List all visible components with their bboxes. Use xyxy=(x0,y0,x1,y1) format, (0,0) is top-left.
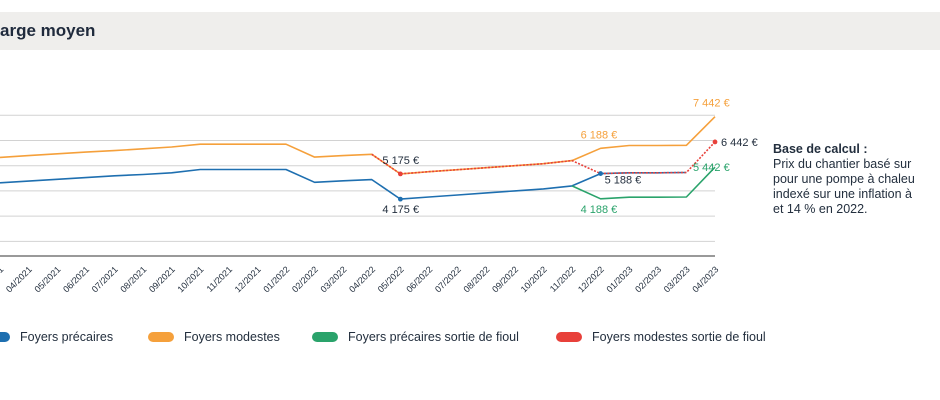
legend-item-foyers-precaires-sortie-de-fioul: Foyers précaires sortie de fioul xyxy=(312,326,519,348)
data-label: 5 442 € xyxy=(693,162,730,174)
x-tick-label: 11/2022 xyxy=(548,264,578,294)
chart-header: arge moyen xyxy=(0,12,940,50)
x-tick-label: 01/2023 xyxy=(605,264,635,294)
x-tick-label: 06/2022 xyxy=(404,264,434,294)
legend-label: Foyers précaires xyxy=(20,330,114,344)
chart-title: arge moyen xyxy=(0,21,96,40)
legend-item-foyers-modestes: Foyers modestes xyxy=(148,326,280,348)
x-tick-label: 06/2021 xyxy=(61,264,91,294)
x-tick-label: 03/2021 xyxy=(0,264,5,294)
x-tick-label: 12/2022 xyxy=(576,264,606,294)
legend-swatch xyxy=(556,332,582,342)
x-tick-label: 11/2021 xyxy=(205,264,235,294)
legend-item-foyers-modestes-sortie-de-fioul: Foyers modestes sortie de fioul xyxy=(556,326,766,348)
data-label: 6 188 € xyxy=(581,129,618,141)
calculation-note-title: Base de calcul : xyxy=(773,142,868,156)
calculation-note-line: Prix du chantier basé sur xyxy=(773,157,912,171)
data-label: 5 175 € xyxy=(382,155,419,167)
x-tick-label: 04/2021 xyxy=(4,264,34,294)
x-tick-label: 09/2021 xyxy=(147,264,177,294)
data-label: 6 442 € xyxy=(721,137,758,149)
data-point xyxy=(598,171,603,176)
data-label: 7 442 € xyxy=(693,98,730,110)
calculation-note-line: et 14 % en 2022. xyxy=(773,202,868,216)
x-tick-label: 08/2021 xyxy=(118,264,148,294)
series-line-2 xyxy=(571,166,716,200)
legend-label: Foyers précaires sortie de fioul xyxy=(348,330,519,344)
x-tick-label: 12/2021 xyxy=(233,264,263,294)
legend-swatch xyxy=(148,332,174,342)
series-line-3 xyxy=(371,141,716,175)
x-tick-label: 02/2022 xyxy=(290,264,320,294)
x-tick-label: 05/2021 xyxy=(33,264,63,294)
x-tick-label: 09/2022 xyxy=(490,264,520,294)
x-tick-label: 04/2022 xyxy=(347,264,377,294)
data-point xyxy=(398,196,403,202)
x-tick-label: 03/2023 xyxy=(662,264,692,294)
x-tick-label: 08/2022 xyxy=(462,264,492,294)
x-tick-label: 01/2022 xyxy=(261,264,291,294)
calculation-note-line: pour une pompe à chaleu xyxy=(773,172,915,186)
legend-label: Foyers modestes sortie de fioul xyxy=(592,330,766,344)
x-tick-label: 10/2022 xyxy=(519,264,549,294)
x-tick-label: 07/2021 xyxy=(90,264,120,294)
x-tick-label: 05/2022 xyxy=(376,264,406,294)
data-label: 4 175 € xyxy=(382,204,419,216)
data-label: 4 188 € xyxy=(581,204,618,216)
data-point xyxy=(712,139,718,145)
x-tick-label: 10/2021 xyxy=(176,264,206,294)
x-tick-label: 03/2022 xyxy=(319,264,349,294)
x-tick-label: 07/2022 xyxy=(433,264,463,294)
legend-label: Foyers modestes xyxy=(184,330,280,344)
legend-swatch xyxy=(0,332,10,342)
calculation-note: Base de calcul : Prix du chantier basé s… xyxy=(773,142,915,217)
data-point xyxy=(398,171,403,177)
x-tick-label: 04/2023 xyxy=(690,264,720,294)
legend-swatch xyxy=(312,332,338,342)
data-label: 5 188 € xyxy=(605,175,642,187)
series-line-0 xyxy=(0,168,687,200)
chart-legend: Foyers précaires Foyers modestes Foyers … xyxy=(0,326,940,348)
calculation-note-line: indexé sur une inflation à xyxy=(773,187,912,201)
legend-item-foyers-precaires: Foyers précaires xyxy=(0,326,113,348)
x-tick-label: 02/2023 xyxy=(633,264,663,294)
series-line-1 xyxy=(0,116,716,175)
